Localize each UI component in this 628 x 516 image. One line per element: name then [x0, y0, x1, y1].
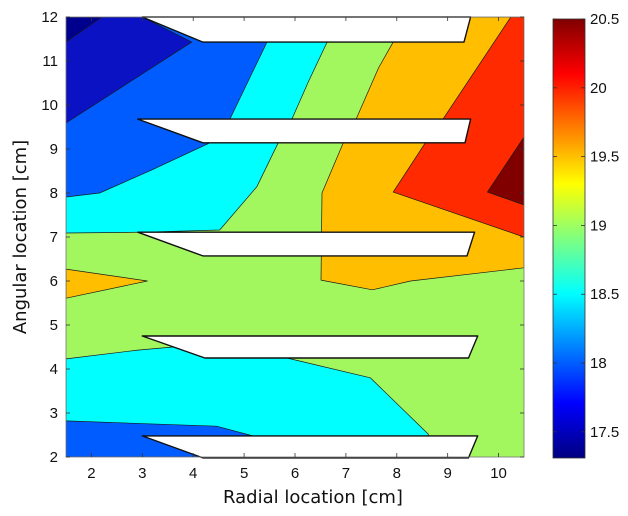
x-tick-label: 10 [490, 465, 507, 482]
colorbar-box [552, 18, 586, 459]
y-tick-label: 11 [42, 53, 58, 70]
fin-2 [137, 118, 472, 144]
y-tick-label: 4 [50, 361, 58, 378]
y-tick-label: 10 [41, 97, 58, 114]
x-tick-label: 7 [342, 465, 350, 482]
contour-region-navy [66, 17, 193, 124]
y-tick-label: 6 [50, 273, 58, 290]
y-tick-label: 9 [50, 141, 58, 158]
y-tick-label: 2 [50, 449, 58, 466]
y-axis-label: Angular location [cm] [10, 140, 31, 334]
colorbar-tick-label: 20 [590, 80, 607, 97]
colorbar-ticks: 17.5 18 18.5 19 19.5 20 20.5 [553, 11, 619, 441]
x-tick-label: 2 [87, 465, 95, 482]
x-tick-label: 3 [138, 465, 146, 482]
x-tick-label: 6 [291, 465, 299, 482]
colorbar: 17.5 18 18.5 19 19.5 20 20.5 [552, 11, 619, 459]
y-tick-label: 12 [41, 9, 58, 26]
x-tick-label: 9 [443, 465, 451, 482]
fin-cutouts [137, 16, 479, 459]
colorbar-tick-label: 18.5 [590, 286, 619, 303]
y-tick-label: 7 [50, 229, 58, 246]
contour-region-orange-left [66, 268, 148, 299]
y-tick-label: 8 [50, 185, 58, 202]
y-tick-label: 5 [50, 317, 58, 334]
contour-region-dark-navy [66, 17, 103, 43]
x-axis-ticks: 2 3 4 5 6 7 8 9 10 [87, 17, 507, 482]
x-tick-label: 4 [189, 465, 197, 482]
colorbar-tick-label: 19 [590, 217, 607, 234]
colorbar-tick-label: 20.5 [590, 11, 619, 28]
contour-region-dark-red [487, 136, 524, 206]
x-axis-label: Radial location [cm] [223, 487, 403, 508]
x-tick-label: 5 [240, 465, 248, 482]
colorbar-tick-label: 18 [590, 355, 607, 372]
fin-3 [137, 231, 476, 257]
x-tick-label: 8 [393, 465, 401, 482]
plot-area: 2 3 4 5 6 7 8 9 10 2 3 4 5 6 7 8 9 10 11 12 [41, 9, 525, 482]
y-axis-ticks: 2 3 4 5 6 7 8 9 10 11 12 [41, 9, 524, 466]
colorbar-tick-label: 19.5 [590, 149, 619, 166]
y-tick-label: 3 [50, 405, 58, 422]
colorbar-tick-label: 17.5 [590, 424, 619, 441]
fin-4 [141, 335, 479, 359]
colorbar-gradient [553, 19, 585, 458]
fin-5 [141, 435, 479, 459]
